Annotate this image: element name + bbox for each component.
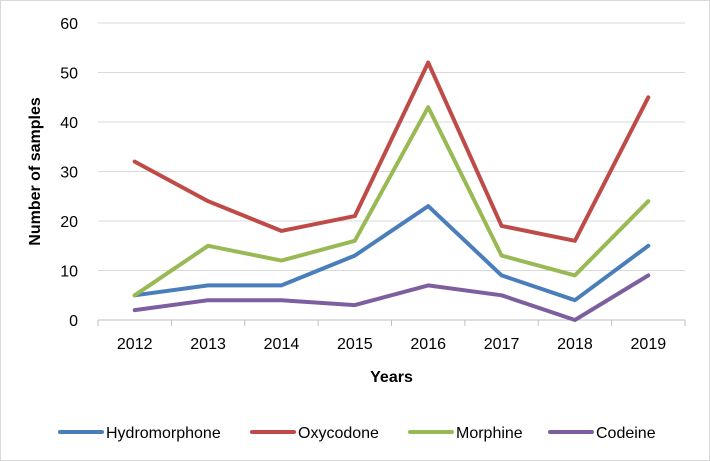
- series-line-hydromorphone: [132, 204, 651, 303]
- y-tick-label: 50: [60, 66, 78, 83]
- x-tick-label-2014: 2014: [264, 336, 300, 353]
- series-lines: [132, 60, 651, 322]
- x-axis-title: Years: [370, 369, 413, 386]
- x-tick-label-2012: 2012: [117, 336, 153, 353]
- y-tick-label: 10: [60, 264, 78, 281]
- legend-label-morphine: Morphine: [456, 425, 523, 442]
- y-tick-label: 20: [60, 214, 78, 231]
- series-line-morphine: [132, 105, 651, 298]
- y-axis-title: Number of samples: [27, 97, 44, 246]
- y-tick-label: 0: [69, 313, 78, 330]
- x-tick-label-2013: 2013: [190, 336, 226, 353]
- x-tick-label-2018: 2018: [557, 336, 593, 353]
- legend-label-codeine: Codeine: [596, 425, 656, 442]
- axes: [97, 319, 686, 326]
- y-tick-label: 60: [60, 16, 78, 33]
- series-line-oxycodone: [132, 60, 651, 243]
- legend: Hydromorphone Oxycodone Morphine Codeine: [58, 425, 656, 442]
- x-tick-label-2017: 2017: [484, 336, 520, 353]
- series-line-codeine: [132, 273, 651, 322]
- y-tick-label: 40: [60, 115, 78, 132]
- x-tick-label-2015: 2015: [337, 336, 373, 353]
- tick-labels: 0 10 20 30 40 50 60 2012 2013 2014 2015 2016 2017 201…: [60, 16, 666, 353]
- legend-label-hydromorphone: Hydromorphone: [106, 425, 221, 442]
- x-tick-label-2016: 2016: [410, 336, 446, 353]
- gridlines: [98, 22, 685, 271]
- x-tick-label-2019: 2019: [631, 336, 667, 353]
- legend-label-oxycodone: Oxycodone: [298, 425, 379, 442]
- y-tick-label: 30: [60, 165, 78, 182]
